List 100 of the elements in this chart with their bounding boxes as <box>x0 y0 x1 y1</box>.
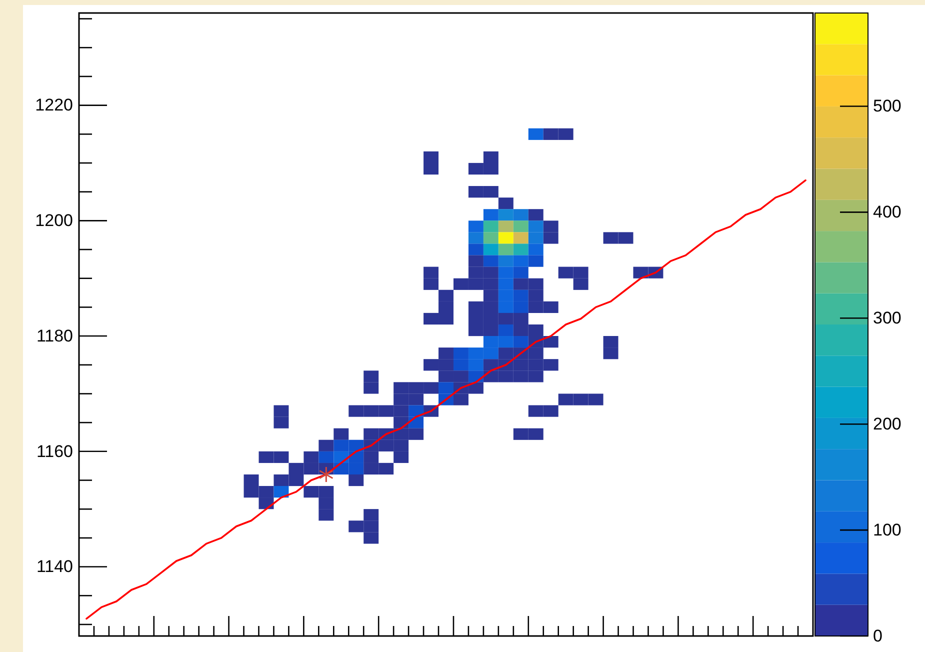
point <box>348 405 364 417</box>
point <box>364 428 379 440</box>
point <box>513 370 528 382</box>
point <box>573 394 588 406</box>
y-tick-label: 1140 <box>36 557 73 576</box>
point <box>438 348 454 360</box>
point <box>438 301 454 313</box>
point <box>498 312 514 325</box>
point <box>378 440 394 452</box>
point <box>424 162 439 175</box>
point <box>543 405 558 417</box>
point <box>468 186 484 198</box>
point <box>603 336 618 348</box>
point <box>573 266 588 278</box>
point <box>318 466 334 483</box>
point <box>483 244 498 256</box>
point <box>483 290 498 302</box>
point <box>364 520 379 532</box>
point <box>334 428 349 440</box>
point <box>318 509 334 521</box>
point <box>274 451 289 463</box>
y-tick-label: 1220 <box>35 96 73 115</box>
point <box>394 428 409 440</box>
point <box>394 394 409 406</box>
point <box>498 348 514 360</box>
point <box>483 220 498 232</box>
point <box>424 359 439 371</box>
point <box>543 336 558 348</box>
point <box>424 278 439 290</box>
point <box>394 440 409 452</box>
point <box>513 232 528 244</box>
point <box>483 278 498 290</box>
point <box>528 359 544 371</box>
point <box>438 370 454 382</box>
point <box>408 394 424 406</box>
point <box>498 232 514 244</box>
point <box>513 312 528 325</box>
point <box>274 416 289 428</box>
point <box>603 348 618 360</box>
point <box>543 128 558 140</box>
point <box>378 462 394 475</box>
point <box>513 359 528 371</box>
point <box>528 290 544 302</box>
point <box>288 474 304 486</box>
point <box>528 348 544 360</box>
point <box>633 266 648 278</box>
point <box>543 232 558 244</box>
point <box>498 198 514 210</box>
color-bar-label: 300 <box>873 308 902 328</box>
point <box>483 162 498 175</box>
y-tick-label: 1160 <box>36 442 73 461</box>
point <box>513 428 528 440</box>
point <box>424 312 439 325</box>
point <box>318 440 334 452</box>
point <box>394 382 409 394</box>
point <box>528 405 544 417</box>
point <box>498 209 514 221</box>
y-tick-label: 1200 <box>35 211 73 230</box>
point <box>364 405 379 417</box>
point <box>528 301 544 313</box>
point <box>394 405 409 417</box>
point <box>364 509 379 521</box>
point <box>558 394 574 406</box>
point <box>513 244 528 256</box>
point <box>318 486 334 498</box>
point <box>468 382 484 394</box>
point <box>528 370 544 382</box>
point <box>364 532 379 544</box>
point <box>378 405 394 417</box>
point <box>483 301 498 313</box>
point <box>408 382 424 394</box>
point <box>558 266 574 278</box>
point <box>498 370 514 382</box>
point <box>318 498 334 510</box>
line-series <box>86 179 806 620</box>
point <box>618 232 634 244</box>
point <box>483 359 498 371</box>
point <box>588 394 604 406</box>
point <box>304 486 319 498</box>
point <box>364 382 379 394</box>
point <box>498 220 514 232</box>
point <box>543 301 558 313</box>
point <box>424 382 439 394</box>
point <box>348 520 364 532</box>
point <box>304 451 319 463</box>
point <box>244 474 259 486</box>
point <box>513 278 528 290</box>
point <box>483 186 498 198</box>
point <box>603 232 618 244</box>
point <box>288 462 304 475</box>
color-bar-label: 0 <box>873 626 882 646</box>
point <box>483 324 498 336</box>
color-bar-label: 200 <box>873 414 902 434</box>
point <box>348 474 364 486</box>
point <box>543 359 558 371</box>
point <box>468 162 484 175</box>
point <box>573 278 588 290</box>
point <box>483 255 498 267</box>
point <box>468 301 484 313</box>
point <box>364 451 379 463</box>
